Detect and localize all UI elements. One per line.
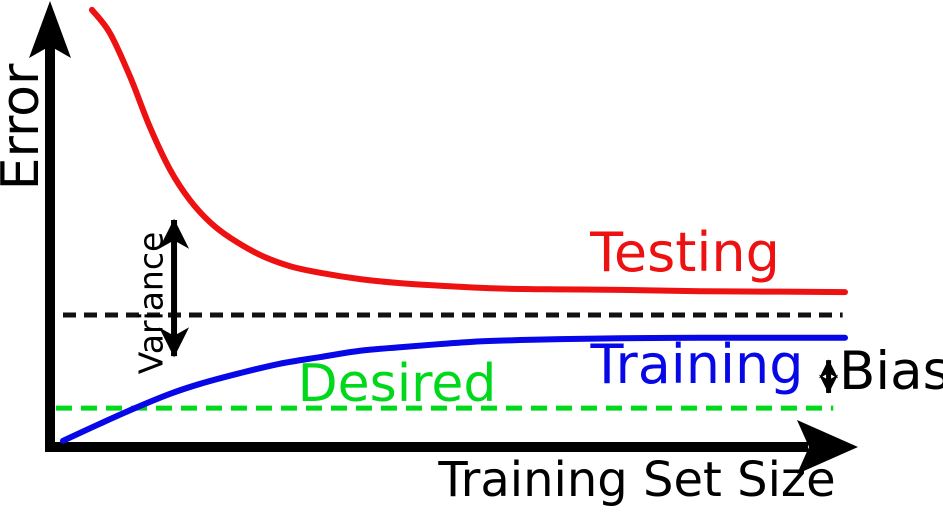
testing-curve-label: Testing [590,221,780,284]
testing-curve [88,6,848,296]
axes-lines [45,28,808,452]
annotation-arrows-group [159,218,839,394]
curves-group [60,6,848,444]
desired-level-label: Desired [297,354,497,414]
training-curve-label: Training [590,333,804,396]
reference-lines-group [55,312,843,411]
y-axis-arrowhead [29,1,71,58]
training-curve [60,334,848,444]
x-axis-label: Training Set Size [438,452,836,508]
variance-annotation-label: Variance [131,231,171,375]
bias-annotation-label: Bias [839,341,943,402]
x-axis-arrowhead [797,420,858,474]
y-axis-label: Error [0,63,51,191]
